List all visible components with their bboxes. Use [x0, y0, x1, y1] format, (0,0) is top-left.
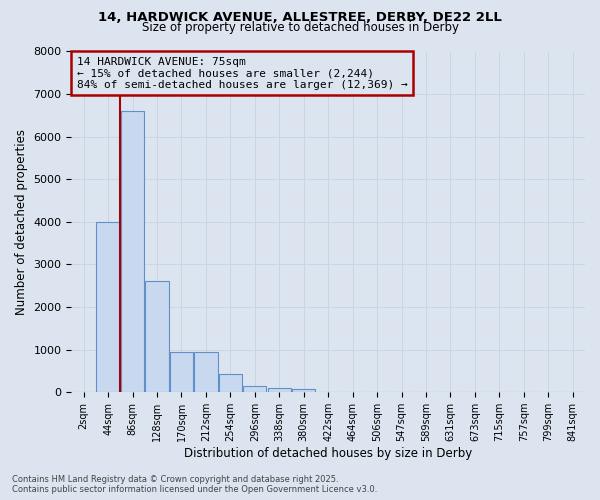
X-axis label: Distribution of detached houses by size in Derby: Distribution of detached houses by size … — [184, 447, 472, 460]
Text: 14 HARDWICK AVENUE: 75sqm
← 15% of detached houses are smaller (2,244)
84% of se: 14 HARDWICK AVENUE: 75sqm ← 15% of detac… — [77, 56, 407, 90]
Bar — [145, 282, 169, 392]
Bar — [121, 111, 144, 392]
Bar — [268, 388, 291, 392]
Bar — [194, 352, 218, 392]
Bar — [243, 386, 266, 392]
Bar — [170, 352, 193, 392]
Text: Contains HM Land Registry data © Crown copyright and database right 2025.
Contai: Contains HM Land Registry data © Crown c… — [12, 474, 377, 494]
Bar — [97, 222, 120, 392]
Y-axis label: Number of detached properties: Number of detached properties — [15, 129, 28, 315]
Text: 14, HARDWICK AVENUE, ALLESTREE, DERBY, DE22 2LL: 14, HARDWICK AVENUE, ALLESTREE, DERBY, D… — [98, 11, 502, 24]
Bar — [219, 374, 242, 392]
Text: Size of property relative to detached houses in Derby: Size of property relative to detached ho… — [142, 22, 458, 35]
Bar — [292, 389, 316, 392]
